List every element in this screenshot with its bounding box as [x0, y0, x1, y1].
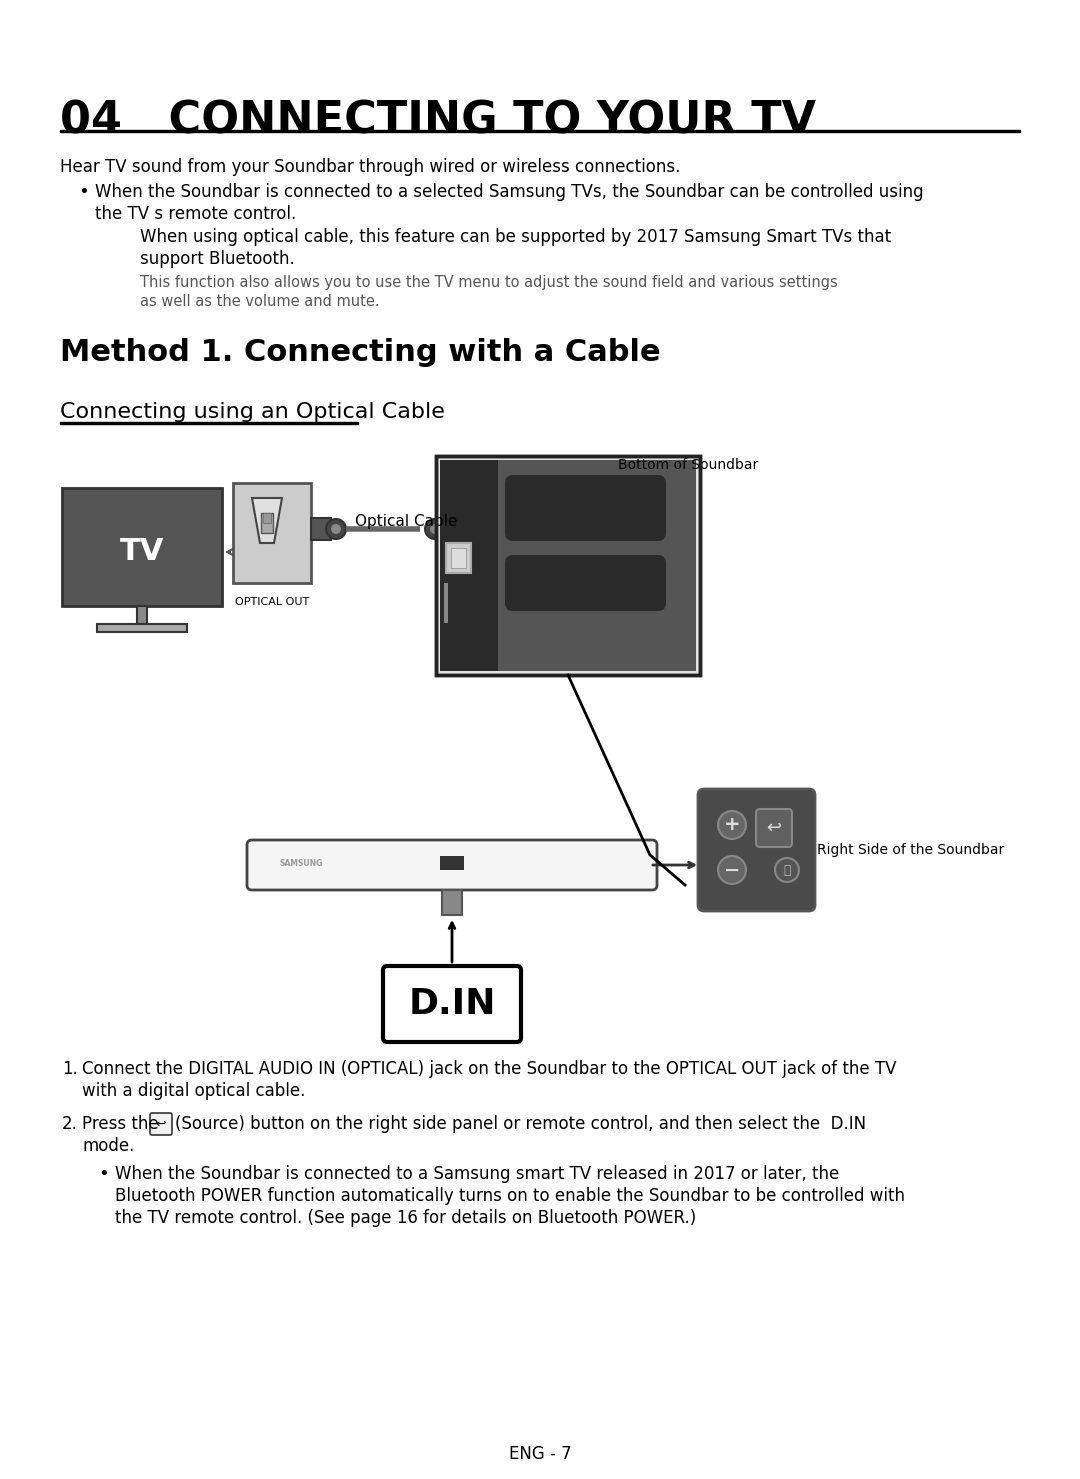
Bar — [137, 606, 147, 624]
Text: SAMSUNG: SAMSUNG — [280, 858, 323, 868]
Text: ↩: ↩ — [156, 1118, 166, 1130]
Bar — [445, 518, 467, 541]
Bar — [436, 456, 700, 674]
Bar — [261, 513, 273, 532]
Circle shape — [330, 524, 341, 534]
Text: ↩: ↩ — [767, 819, 782, 837]
FancyBboxPatch shape — [150, 1114, 172, 1134]
Text: Hear TV sound from your Soundbar through wired or wireless connections.: Hear TV sound from your Soundbar through… — [60, 158, 680, 176]
Bar — [264, 513, 271, 524]
Bar — [444, 583, 448, 623]
Text: Bluetooth POWER function automatically turns on to enable the Soundbar to be con: Bluetooth POWER function automatically t… — [114, 1188, 905, 1205]
Text: +: + — [724, 815, 740, 834]
Circle shape — [326, 519, 346, 538]
Bar — [451, 549, 465, 568]
FancyBboxPatch shape — [505, 475, 666, 541]
FancyBboxPatch shape — [505, 555, 666, 611]
Text: Right Side of the Soundbar: Right Side of the Soundbar — [816, 843, 1004, 856]
Bar — [97, 624, 187, 632]
Text: with a digital optical cable.: with a digital optical cable. — [82, 1083, 306, 1100]
FancyBboxPatch shape — [383, 966, 521, 1043]
Text: •: • — [98, 1165, 109, 1183]
Circle shape — [426, 519, 445, 538]
Text: support Bluetooth.: support Bluetooth. — [140, 250, 295, 268]
Text: ENG - 7: ENG - 7 — [509, 1445, 571, 1463]
Text: mode.: mode. — [82, 1137, 134, 1155]
Text: When using optical cable, this feature can be supported by 2017 Samsung Smart TV: When using optical cable, this feature c… — [140, 228, 891, 246]
Text: Optical Cable: Optical Cable — [355, 515, 458, 529]
Text: Bottom of Soundbar: Bottom of Soundbar — [618, 458, 758, 472]
Polygon shape — [252, 498, 282, 543]
Bar — [60, 422, 357, 424]
Bar — [62, 488, 222, 606]
Text: ⏻: ⏻ — [783, 864, 791, 877]
Circle shape — [430, 524, 440, 534]
Bar — [233, 484, 311, 583]
Text: When the Soundbar is connected to a selected Samsung TVs, the Soundbar can be co: When the Soundbar is connected to a sele… — [95, 183, 923, 201]
Circle shape — [718, 856, 746, 884]
Bar — [60, 130, 1020, 132]
Bar — [440, 856, 464, 870]
Text: OPTICAL OUT: OPTICAL OUT — [234, 598, 309, 606]
Bar — [440, 460, 498, 671]
FancyBboxPatch shape — [247, 840, 657, 890]
FancyBboxPatch shape — [698, 788, 815, 911]
Text: When the Soundbar is connected to a Samsung smart TV released in 2017 or later, : When the Soundbar is connected to a Sams… — [114, 1165, 839, 1183]
Text: Connect the DIGITAL AUDIO IN (OPTICAL) jack on the Soundbar to the OPTICAL OUT j: Connect the DIGITAL AUDIO IN (OPTICAL) j… — [82, 1060, 896, 1078]
Text: •: • — [78, 183, 89, 201]
Text: −: − — [724, 861, 740, 880]
Bar — [498, 460, 696, 671]
Text: Connecting using an Optical Cable: Connecting using an Optical Cable — [60, 402, 445, 422]
Circle shape — [718, 810, 746, 839]
Circle shape — [775, 858, 799, 881]
Text: the TV s remote control.: the TV s remote control. — [95, 206, 296, 223]
Text: 04   CONNECTING TO YOUR TV: 04 CONNECTING TO YOUR TV — [60, 101, 816, 143]
Text: the TV remote control. (See page 16 for details on Bluetooth POWER.): the TV remote control. (See page 16 for … — [114, 1208, 697, 1228]
Text: as well as the volume and mute.: as well as the volume and mute. — [140, 294, 380, 309]
Text: TV: TV — [120, 537, 164, 566]
Text: 1.: 1. — [62, 1060, 78, 1078]
Text: 2.: 2. — [62, 1115, 78, 1133]
Text: (Source) button on the right side panel or remote control, and then select the  : (Source) button on the right side panel … — [175, 1115, 866, 1133]
Text: This function also allows you to use the TV menu to adjust the sound field and v: This function also allows you to use the… — [140, 275, 838, 290]
Text: D.IN: D.IN — [408, 986, 496, 1021]
Text: Press the: Press the — [82, 1115, 159, 1133]
Bar — [311, 518, 330, 540]
FancyBboxPatch shape — [756, 809, 792, 847]
Text: Method 1. Connecting with a Cable: Method 1. Connecting with a Cable — [60, 339, 661, 367]
Bar — [442, 890, 462, 916]
Bar — [436, 456, 700, 674]
Bar — [446, 543, 471, 572]
